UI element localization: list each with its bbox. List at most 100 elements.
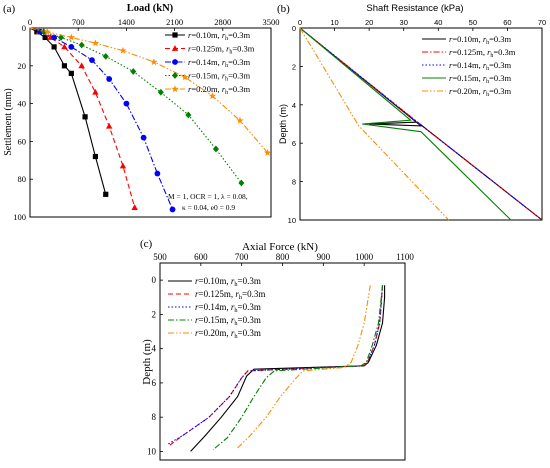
data-point <box>91 39 100 47</box>
x-tick-label: 60 <box>503 18 511 27</box>
data-point <box>103 191 109 197</box>
legend-entry: r=0.20m, rh=0.3m <box>188 84 251 96</box>
y-tick-label: 20 <box>18 61 27 71</box>
series-line-1 <box>29 27 107 195</box>
data-point <box>150 58 158 66</box>
legend-entry: r=0.10m, rh=0.3m <box>449 34 512 46</box>
x-tick-label: 50 <box>469 18 477 27</box>
legend-entry: r=0.15m, rh=0.3m <box>195 315 261 327</box>
legend-entry: r=0.14m, rh=0.3m <box>449 60 512 72</box>
x-tick-label: 1100 <box>396 252 414 262</box>
data-point <box>92 153 99 160</box>
data-point <box>238 179 245 187</box>
series-line-5 <box>299 27 450 221</box>
data-point <box>78 62 85 69</box>
data-point <box>157 88 164 96</box>
panel-label-a: (a) <box>3 3 16 15</box>
legend-entry: r=0.14m, rh=0.3m <box>188 57 251 69</box>
data-point <box>61 43 68 50</box>
shaft-resistance-chart: Shaft Resistance (kPa) Depth (m) 0 10 20 30… <box>278 3 546 225</box>
y-tick-label: 6 <box>152 378 157 388</box>
data-point <box>78 41 85 49</box>
series-line-5 <box>237 285 371 449</box>
y-tick-label: 80 <box>18 174 27 184</box>
plot-area-b <box>299 27 543 221</box>
data-point <box>68 70 74 76</box>
data-point <box>212 145 219 153</box>
data-point <box>67 33 75 41</box>
data-point <box>181 73 189 81</box>
data-point <box>169 206 176 213</box>
data-point <box>263 148 272 156</box>
y-tick-label: 4 <box>152 344 157 354</box>
y-axis-label-b: Depth (m) <box>278 104 288 144</box>
data-point <box>154 170 161 177</box>
data-point <box>119 162 127 169</box>
series-line-3 <box>299 27 543 221</box>
data-point <box>51 34 57 41</box>
legend-entry: r=0.125m, rh=0.3m <box>195 289 265 301</box>
legend-entry: r=0.10m, rh=0.3m <box>188 30 251 42</box>
data-point <box>92 88 99 95</box>
legend-marker <box>171 85 179 93</box>
y-tick-label: 10 <box>147 446 157 456</box>
data-point <box>140 134 147 141</box>
data-point <box>123 100 130 107</box>
data-point <box>119 46 127 54</box>
y-tick-label: 6 <box>292 139 296 148</box>
data-point <box>43 27 51 35</box>
y-tick-label: 4 <box>292 101 296 110</box>
x-tick-label: 0 <box>298 18 302 27</box>
load-settlement-chart: Load (kN) Settlement (mm) 0 700 1400 2100 28… <box>3 3 280 222</box>
y-tick-label: 40 <box>18 99 27 109</box>
x-tick-label: 800 <box>276 252 290 262</box>
y-axis-label-a: Settlement (mm) <box>3 88 14 156</box>
x-tick-label: 70 <box>538 18 546 27</box>
data-point <box>61 63 68 69</box>
y-tick-label: 8 <box>152 412 157 422</box>
x-tick-label: 700 <box>72 17 85 27</box>
legend-entry: r=0.125m, rh=0.3m <box>449 47 516 59</box>
series-line-2 <box>167 285 384 447</box>
x-axis-label-b: Shaft Resistance (kPa) <box>366 3 463 14</box>
y-tick-label: 60 <box>18 136 27 146</box>
data-point <box>40 28 47 36</box>
data-point <box>89 57 95 64</box>
panel-label-b: (b) <box>277 3 290 15</box>
x-tick-label: 500 <box>153 252 167 262</box>
annotation-line-1: M = 1, OCR = 1, λ = 0.08, <box>168 192 248 201</box>
y-tick-label: 2 <box>292 62 296 71</box>
x-tick-label: 3500 <box>263 17 280 27</box>
x-tick-label: 2100 <box>166 17 183 27</box>
legend-entry: r=0.125m, rh=0.3m <box>188 44 255 56</box>
annotation-line-2: κ = 0.04, e0 = 0.9 <box>182 203 235 212</box>
series-line-1 <box>190 285 386 452</box>
x-tick-label: 1400 <box>118 17 135 27</box>
series-line-4 <box>212 285 384 451</box>
data-point <box>106 76 113 82</box>
legend-entry: r=0.10m, rh=0.3m <box>195 276 261 288</box>
data-point <box>130 68 137 75</box>
data-point <box>82 114 88 120</box>
data-point <box>102 52 109 60</box>
data-point <box>185 111 192 119</box>
x-tick-label: 900 <box>317 252 331 262</box>
series-line-2 <box>29 27 136 208</box>
legend-entry: r=0.20m, rh=0.3m <box>449 86 512 98</box>
y-tick-label: 2 <box>152 309 157 319</box>
series-line-5 <box>29 27 269 154</box>
x-tick-label: 600 <box>194 252 208 262</box>
y-tick-label: 0 <box>22 23 26 33</box>
legend-marker <box>171 45 179 51</box>
y-tick-label: 8 <box>292 178 296 187</box>
x-tick-label: 1000 <box>355 252 374 262</box>
series-line-3 <box>29 27 174 210</box>
x-tick-label: 40 <box>434 18 442 27</box>
y-tick-label: 10 <box>288 216 296 225</box>
x-axis-label-a: Load (kN) <box>127 3 174 14</box>
legend-marker <box>172 72 178 79</box>
x-tick-label: 2800 <box>214 17 231 27</box>
series-line-4 <box>299 27 512 221</box>
data-point <box>131 204 138 210</box>
